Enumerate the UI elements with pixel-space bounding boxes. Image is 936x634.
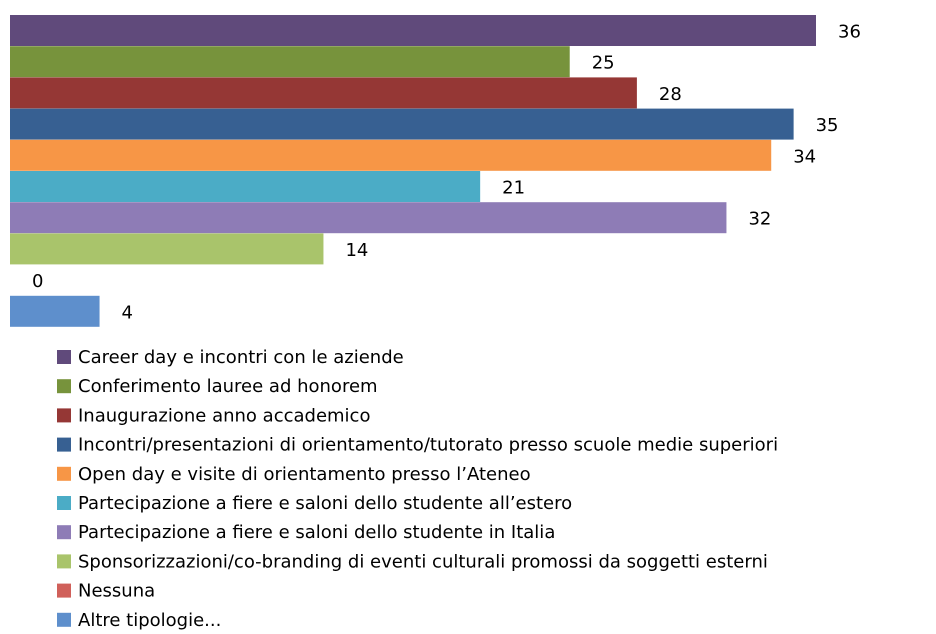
legend-label: Partecipazione a fiere e saloni dello st… [78, 522, 555, 543]
legend-swatch [57, 583, 71, 598]
legend-swatch [57, 612, 71, 627]
bar [10, 171, 481, 202]
data-label: 25 [592, 53, 615, 74]
data-label: 14 [345, 240, 368, 261]
bar [10, 108, 794, 140]
legend-label: Nessuna [78, 581, 155, 602]
bar [10, 15, 816, 46]
bar [10, 202, 727, 234]
legend-swatch [57, 408, 71, 423]
legend-label: Conferimento lauree ad honorem [78, 376, 378, 397]
legend-swatch [57, 379, 71, 394]
bar [10, 295, 100, 327]
legend-swatch [57, 496, 71, 510]
data-label: 36 [838, 22, 861, 43]
legend-label: Altre tipologie... [78, 610, 221, 630]
legend-label: Partecipazione a fiere e saloni dello st… [78, 493, 572, 514]
legend-swatch [57, 437, 71, 452]
legend-label: Open day e visite di orientamento presso… [78, 464, 531, 485]
data-label: 21 [502, 178, 525, 199]
data-label: 34 [793, 146, 816, 167]
data-label: 32 [748, 209, 771, 230]
bar [10, 77, 637, 109]
data-label: 35 [816, 115, 839, 136]
legend-label: Inaugurazione anno accademico [78, 405, 370, 426]
bar [10, 233, 324, 265]
legend-label: Career day e incontri con le aziende [78, 347, 404, 368]
bar [10, 139, 772, 171]
legend-label: Sponsorizzazioni/co-branding di eventi c… [78, 551, 768, 572]
legend-swatch [57, 525, 71, 540]
data-label: 28 [659, 84, 682, 105]
bar [10, 46, 570, 78]
legend-swatch [57, 350, 71, 364]
data-label: 0 [32, 271, 43, 292]
legend-swatch [57, 466, 71, 481]
data-label: 4 [122, 302, 133, 323]
legend-swatch [57, 554, 71, 569]
legend-label: Incontri/presentazioni di orientamento/t… [78, 435, 778, 456]
